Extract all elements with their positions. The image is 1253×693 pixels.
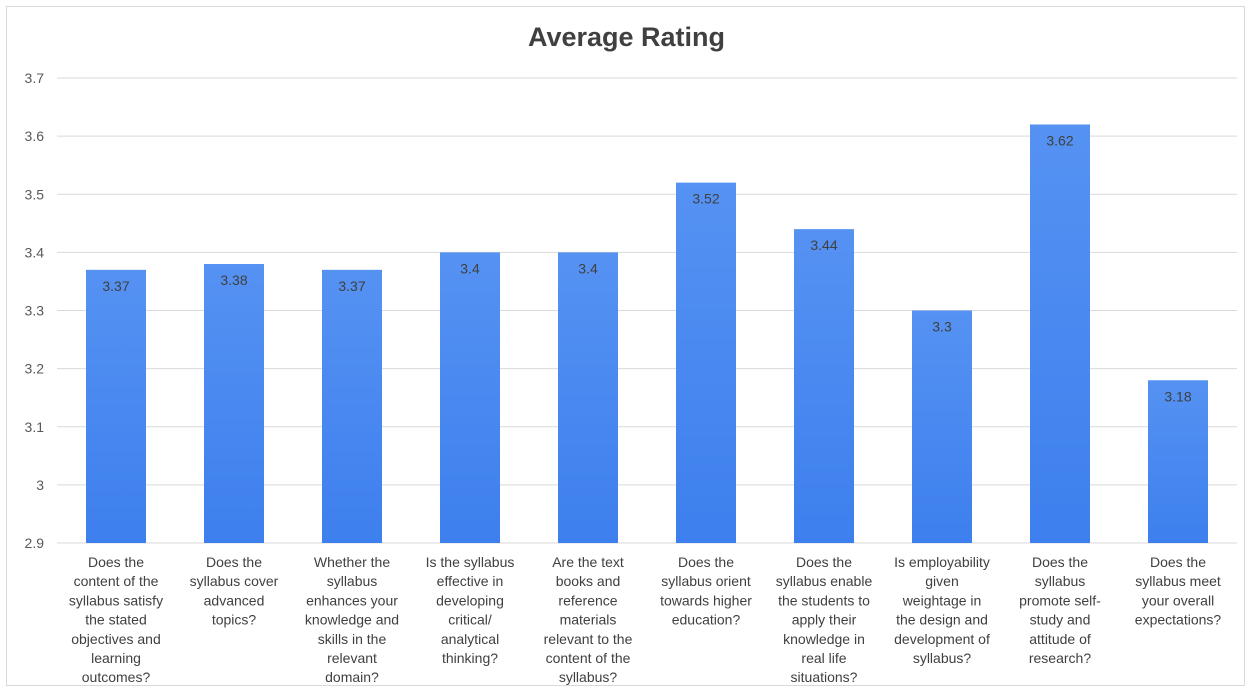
y-tick-label: 3.1 — [25, 419, 45, 435]
y-axis-ticks: 2.9 3 3.1 3.2 3.3 3.4 3.5 3.6 3.7 — [25, 70, 45, 551]
y-tick-label: 2.9 — [25, 535, 45, 551]
bar — [322, 269, 382, 543]
data-label: 3.62 — [1046, 133, 1073, 149]
y-tick-label: 3 — [36, 477, 44, 493]
data-label: 3.4 — [460, 260, 480, 276]
category-label: Does the syllabus cover advanced topics? — [190, 554, 279, 628]
bar — [676, 182, 736, 543]
category-label: Is the syllabus effective in developing cri… — [426, 554, 515, 666]
y-tick-label: 3.6 — [25, 128, 45, 144]
bar — [558, 252, 618, 543]
category-label: Does the syllabus meet your overall expecta… — [1135, 554, 1222, 628]
data-label: 3.37 — [338, 278, 365, 294]
data-label: 3.37 — [102, 278, 129, 294]
data-labels: 3.37 3.38 3.37 3.4 3.4 3.52 3.44 3.3 3.62 3.18 — [102, 133, 1191, 405]
y-tick-label: 3.5 — [25, 186, 45, 202]
bar — [1148, 380, 1208, 543]
category-label: Is employability given weightage in the des… — [894, 554, 990, 666]
data-label: 3.38 — [220, 272, 247, 288]
bar — [1030, 124, 1090, 543]
y-tick-label: 3.2 — [25, 361, 45, 377]
bar — [912, 310, 972, 543]
bar — [204, 264, 264, 543]
data-label: 3.3 — [932, 319, 952, 335]
category-label: Does the content of the syllabus satisfy th… — [69, 554, 163, 685]
data-label: 3.4 — [578, 260, 598, 276]
y-tick-label: 3.7 — [25, 70, 45, 86]
chart-title: Average Rating — [527, 22, 726, 52]
bars — [86, 124, 1208, 543]
y-tick-label: 3.4 — [25, 244, 45, 260]
x-axis-categories: Does the content of the syllabus satisfy th… — [69, 554, 1221, 685]
category-label: Does the syllabus orient towards higher edu… — [660, 554, 752, 628]
category-label: Whether the syllabus enhances your knowledg… — [305, 554, 399, 685]
category-label: Does the syllabus promote self-study and at… — [1019, 554, 1101, 666]
bar — [86, 269, 146, 543]
category-label: Does the syllabus enable the students to ap… — [776, 554, 873, 685]
data-label: 3.44 — [810, 237, 837, 253]
category-label: Are the text books and reference materials r… — [544, 554, 633, 685]
bar — [440, 252, 500, 543]
data-label: 3.18 — [1164, 388, 1191, 404]
y-tick-label: 3.3 — [25, 303, 45, 319]
data-label: 3.52 — [692, 191, 719, 207]
bar — [794, 229, 854, 543]
